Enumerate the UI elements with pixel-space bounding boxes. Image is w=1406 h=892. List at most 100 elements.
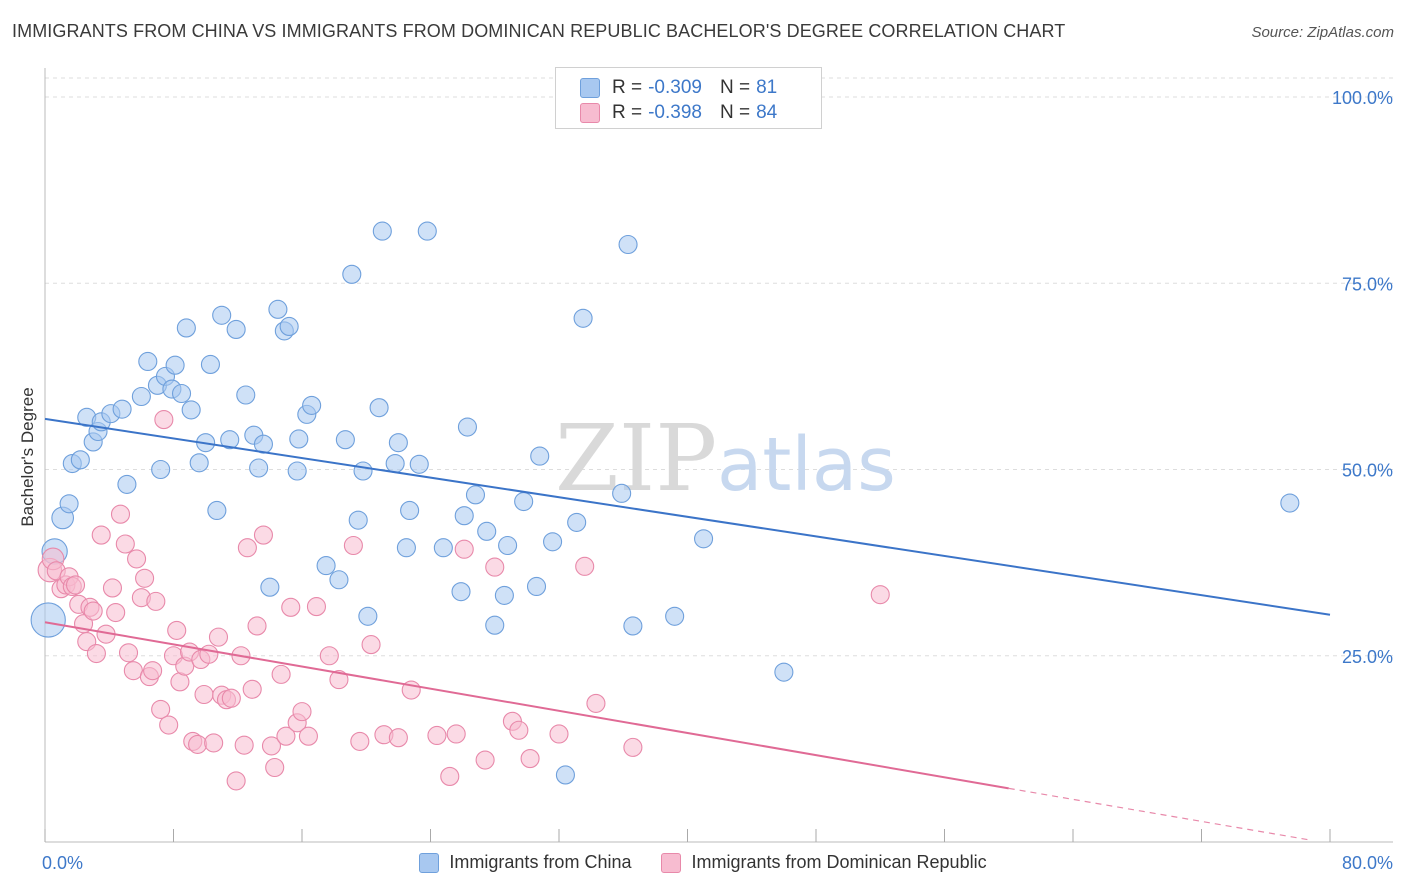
dominican-point [237,538,257,558]
china-point [189,453,209,473]
y-tick-label: 100.0% [1332,88,1393,108]
china-point [348,510,368,530]
china-point [400,500,420,521]
china-swatch [419,852,440,873]
china-point [165,355,185,375]
n-value: 81 [756,77,778,98]
dominican-point [115,534,135,554]
china-point [335,430,355,450]
dominican-point [509,720,529,740]
china-point [220,430,240,450]
dominican-point [485,557,505,577]
china-point [1280,493,1300,513]
dominican-point [271,664,291,684]
dominican-trend-line [44,621,1009,790]
china-point [526,576,547,597]
chart-title: IMMIGRANTS FROM CHINA VS IMMIGRANTS FROM… [12,21,1066,41]
china-point [131,386,151,407]
china-point [494,585,514,605]
dominican-point [475,750,495,770]
dominican-point [83,601,103,621]
dominican-point [242,679,262,699]
dominican-point [65,575,86,595]
china-point [151,459,171,480]
dominican-point [167,620,187,640]
china-point [665,606,685,626]
y-tick-label: 75.0% [1342,274,1393,294]
china-point [112,399,132,419]
dominican-point [226,771,246,791]
dominican-point [135,568,155,588]
dominican-point [151,699,171,719]
legend-item-china[interactable]: Immigrants from China [419,852,631,873]
dominican-point [427,725,447,746]
china-point [59,494,79,514]
legend-label: Immigrants from China [449,852,632,872]
dominican-point [388,728,408,748]
china-point [372,221,392,241]
dominican-point [292,702,312,722]
china-point [396,538,416,558]
dominican-point [329,670,349,690]
dominican-point [154,410,174,430]
x-tick-label-max: 80.0% [1342,853,1393,873]
watermark-atlas: atlas [717,422,896,508]
series-legend: Immigrants from China Immigrants from Do… [0,852,1406,873]
china-point [249,458,269,478]
china-point [454,506,474,526]
china-point [358,606,378,626]
china-point [465,485,486,505]
dominican-point [234,735,254,755]
n-label: N = [719,102,751,123]
china-point [694,529,714,549]
stats-row-china: R = -0.309 N = 81 [580,76,777,100]
china-point [353,461,373,481]
dominican-point [247,616,267,636]
dominican-point [118,643,139,663]
china-point [236,385,256,405]
dominican-point [127,549,147,569]
dominican-point [86,643,106,664]
dominican-point [281,597,301,617]
china-point [316,556,336,576]
dominican-point [199,644,219,664]
china-point [212,305,232,325]
dominican-point [106,602,126,623]
dominican-point [188,734,208,754]
china-point [253,434,274,454]
legend-label: Immigrants from Dominican Republic [691,852,987,872]
china-point [409,454,429,474]
dominican-point [343,535,363,556]
china-point [457,417,477,437]
n-label: N = [719,77,751,98]
dominican-point [319,646,339,666]
dominican-point [549,724,569,744]
dominican-point [298,726,318,746]
china-point [171,383,192,404]
tick-labels: 100.0% 75.0% 50.0% 25.0% 0.0% 80.0% [42,88,1393,873]
grid-lines [45,77,1393,657]
dominican-point [123,661,143,681]
china-point [477,521,497,541]
dominican-point [265,757,285,778]
r-label: R = [612,102,643,123]
dominican-point [870,585,890,605]
china-point [543,532,563,552]
china-point [268,299,288,319]
china-point [302,395,322,415]
r-value: -0.398 [648,102,702,123]
china-point [176,318,196,338]
n-value: 84 [756,102,778,123]
legend-item-dominican[interactable]: Immigrants from Dominican Republic [661,852,987,873]
china-trend-line [44,417,1331,616]
china-point [555,765,575,785]
china-point [567,512,587,532]
china-point [289,429,309,449]
china-point [774,662,794,682]
china-point [612,483,632,503]
dominican-point [623,737,643,757]
source-label: Source: ZipAtlas.com [1251,24,1394,41]
dominican-point [520,749,540,769]
dominican-point [440,766,460,786]
china-point [138,351,158,372]
